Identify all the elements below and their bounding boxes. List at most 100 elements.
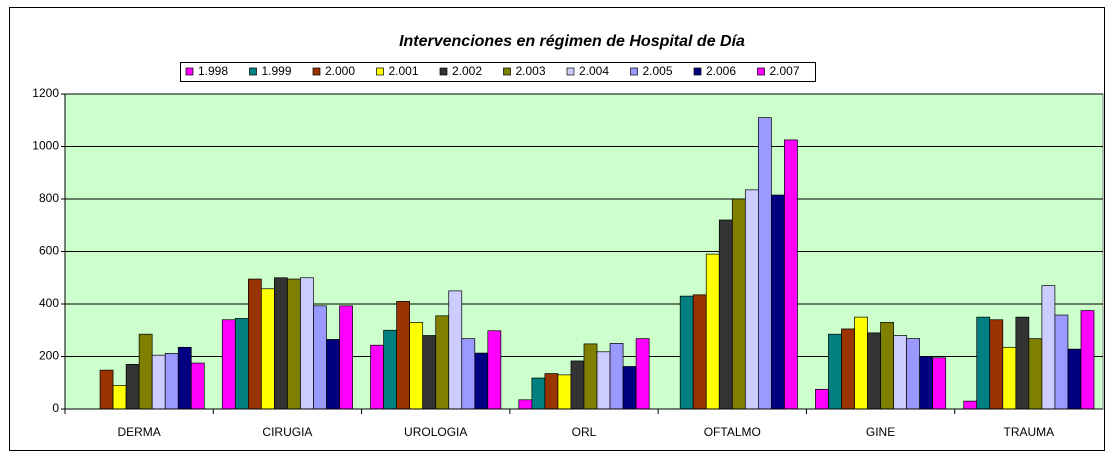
legend-swatch xyxy=(185,67,194,76)
legend-swatch xyxy=(249,67,257,76)
bar xyxy=(177,346,192,410)
bar xyxy=(1002,346,1017,410)
y-tick-label: 1200 xyxy=(32,86,59,100)
bar xyxy=(705,253,720,410)
y-tick-label: 200 xyxy=(39,349,59,363)
legend-label: 2.003 xyxy=(516,64,546,78)
bar xyxy=(396,301,411,410)
bar xyxy=(300,277,314,410)
legend-swatch xyxy=(503,67,511,76)
legend-label: 1.999 xyxy=(262,64,292,78)
legend-box xyxy=(180,62,816,82)
bar xyxy=(247,278,262,410)
bar xyxy=(731,198,746,410)
bar xyxy=(622,366,637,410)
legend-label: 2.001 xyxy=(389,64,419,78)
bar xyxy=(989,319,1004,410)
bar xyxy=(771,194,785,410)
x-tick-label: CIRUGIA xyxy=(262,425,312,439)
bar xyxy=(112,385,127,410)
bar xyxy=(635,338,650,410)
bar xyxy=(906,338,921,410)
y-tick-label: 400 xyxy=(39,296,59,310)
bar xyxy=(841,328,855,410)
bar xyxy=(190,362,205,410)
bar xyxy=(339,305,353,410)
bar xyxy=(854,316,868,410)
x-tick-label: ORL xyxy=(572,425,597,439)
bar xyxy=(383,329,397,410)
bar xyxy=(125,364,140,410)
bar xyxy=(261,288,275,410)
bar xyxy=(234,318,249,410)
bar xyxy=(718,219,733,410)
bar xyxy=(544,373,559,410)
bar xyxy=(692,294,707,410)
y-tick-label: 800 xyxy=(39,191,59,205)
bar xyxy=(815,388,829,410)
bar xyxy=(518,399,533,410)
bar xyxy=(487,330,502,410)
legend-swatch xyxy=(439,67,448,76)
bar xyxy=(221,319,236,410)
legend-swatch xyxy=(376,67,384,76)
bar xyxy=(287,278,301,410)
bar xyxy=(274,277,288,410)
bar xyxy=(880,322,894,410)
bar xyxy=(435,315,450,410)
bar xyxy=(557,374,572,410)
legend-label: 2.006 xyxy=(706,64,736,78)
x-tick-label: GINE xyxy=(866,425,895,439)
chart-title: Intervenciones en régimen de Hospital de… xyxy=(399,33,745,50)
x-tick-label: UROLOGIA xyxy=(404,425,467,439)
legend-label: 1.998 xyxy=(198,64,228,78)
bar xyxy=(1067,348,1082,410)
bar xyxy=(893,335,907,410)
y-tick-label: 0 xyxy=(52,401,59,415)
bar xyxy=(1028,338,1043,410)
legend-label: 2.002 xyxy=(452,64,482,78)
bar xyxy=(963,400,978,410)
bar xyxy=(448,290,463,410)
bar xyxy=(409,322,424,410)
bar xyxy=(151,354,166,410)
legend-swatch xyxy=(757,67,765,76)
bar xyxy=(784,139,798,410)
bar xyxy=(1041,285,1056,410)
bar xyxy=(679,295,694,410)
legend-label: 2.005 xyxy=(643,64,673,78)
bar xyxy=(976,316,991,410)
bar xyxy=(370,344,384,410)
bar xyxy=(932,357,947,410)
bar xyxy=(1080,310,1095,410)
bar xyxy=(1015,316,1030,410)
legend-swatch xyxy=(630,67,638,76)
bar xyxy=(570,360,585,410)
bar xyxy=(1054,314,1069,410)
bar xyxy=(461,338,476,410)
bar xyxy=(744,189,759,410)
y-tick-label: 1000 xyxy=(32,139,59,153)
legend-label: 2.000 xyxy=(325,64,355,78)
bar xyxy=(474,352,489,410)
bar xyxy=(326,339,340,410)
legend-swatch xyxy=(693,67,702,76)
legend-swatch xyxy=(566,67,575,76)
bar xyxy=(609,343,624,410)
bar xyxy=(828,333,842,410)
bar xyxy=(596,351,611,410)
x-tick-label: TRAUMA xyxy=(1004,425,1055,439)
legend-swatch xyxy=(312,67,321,76)
bar xyxy=(99,369,114,410)
bar xyxy=(919,356,934,410)
bar xyxy=(313,305,327,410)
bar xyxy=(422,335,437,410)
x-tick-label: DERMA xyxy=(117,425,160,439)
legend-label: 2.004 xyxy=(579,64,609,78)
legend-label: 2.007 xyxy=(770,64,800,78)
x-tick-label: OFTALMO xyxy=(704,425,761,439)
bar xyxy=(164,353,179,410)
bar xyxy=(867,332,881,410)
bar xyxy=(138,333,153,410)
